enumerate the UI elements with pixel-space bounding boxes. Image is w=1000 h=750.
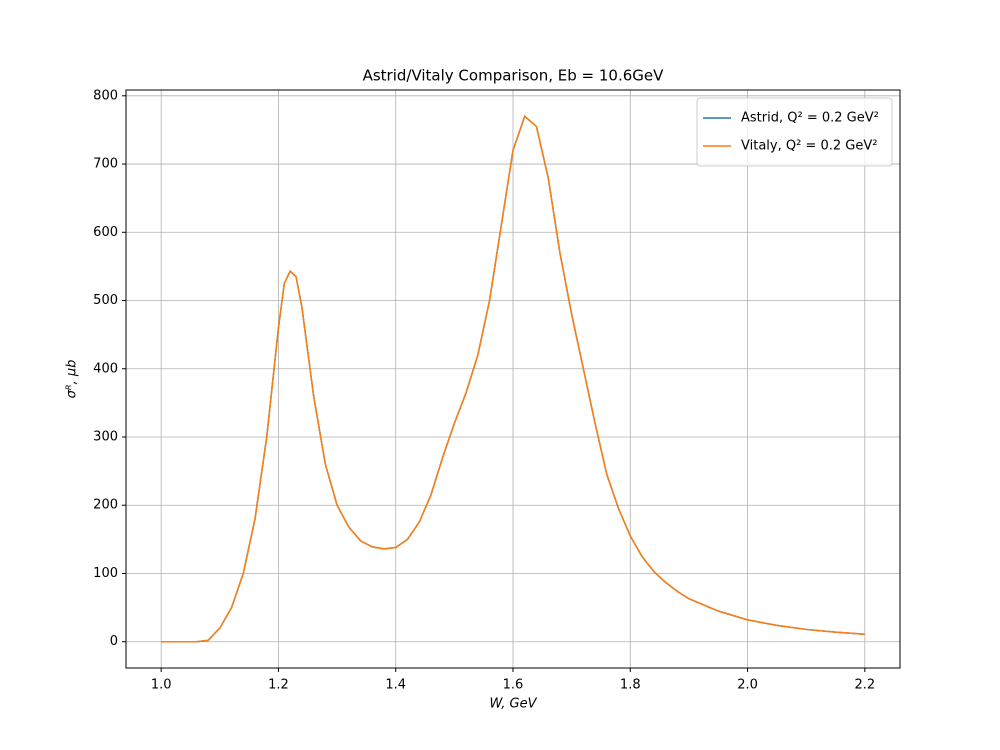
x-tick-label: 2.0 [737,678,758,693]
y-tick-label: 500 [93,293,118,308]
x-tick-label: 1.4 [385,678,406,693]
x-tick-label: 2.2 [854,678,875,693]
axes-frame [125,89,901,669]
legend-label: Vitaly, Q² = 0.2 GeV² [741,139,877,154]
y-axis-label: σᴿ, μb [65,360,80,399]
legend-box [696,97,893,167]
x-tick-label: 1.6 [503,678,524,693]
chart-title: Astrid/Vitaly Comparison, Eb = 10.6GeV [363,67,665,85]
y-tick-label: 600 [93,225,118,240]
y-tick-label: 100 [93,566,118,581]
y-tick-label: 0 [110,634,118,649]
data-line [161,114,865,643]
y-tick-label: 300 [93,430,118,445]
y-tick-label: 200 [93,498,118,513]
x-tick-label: 1.0 [151,678,172,693]
y-tick-label: 800 [93,88,118,103]
y-tick-label: 700 [93,157,118,172]
x-tick-label: 1.2 [268,678,289,693]
x-tick-label: 1.8 [620,678,641,693]
x-axis-label: W, GeV [489,697,537,712]
legend-label: Astrid, Q² = 0.2 GeV² [741,111,879,126]
y-tick-label: 400 [93,361,118,376]
